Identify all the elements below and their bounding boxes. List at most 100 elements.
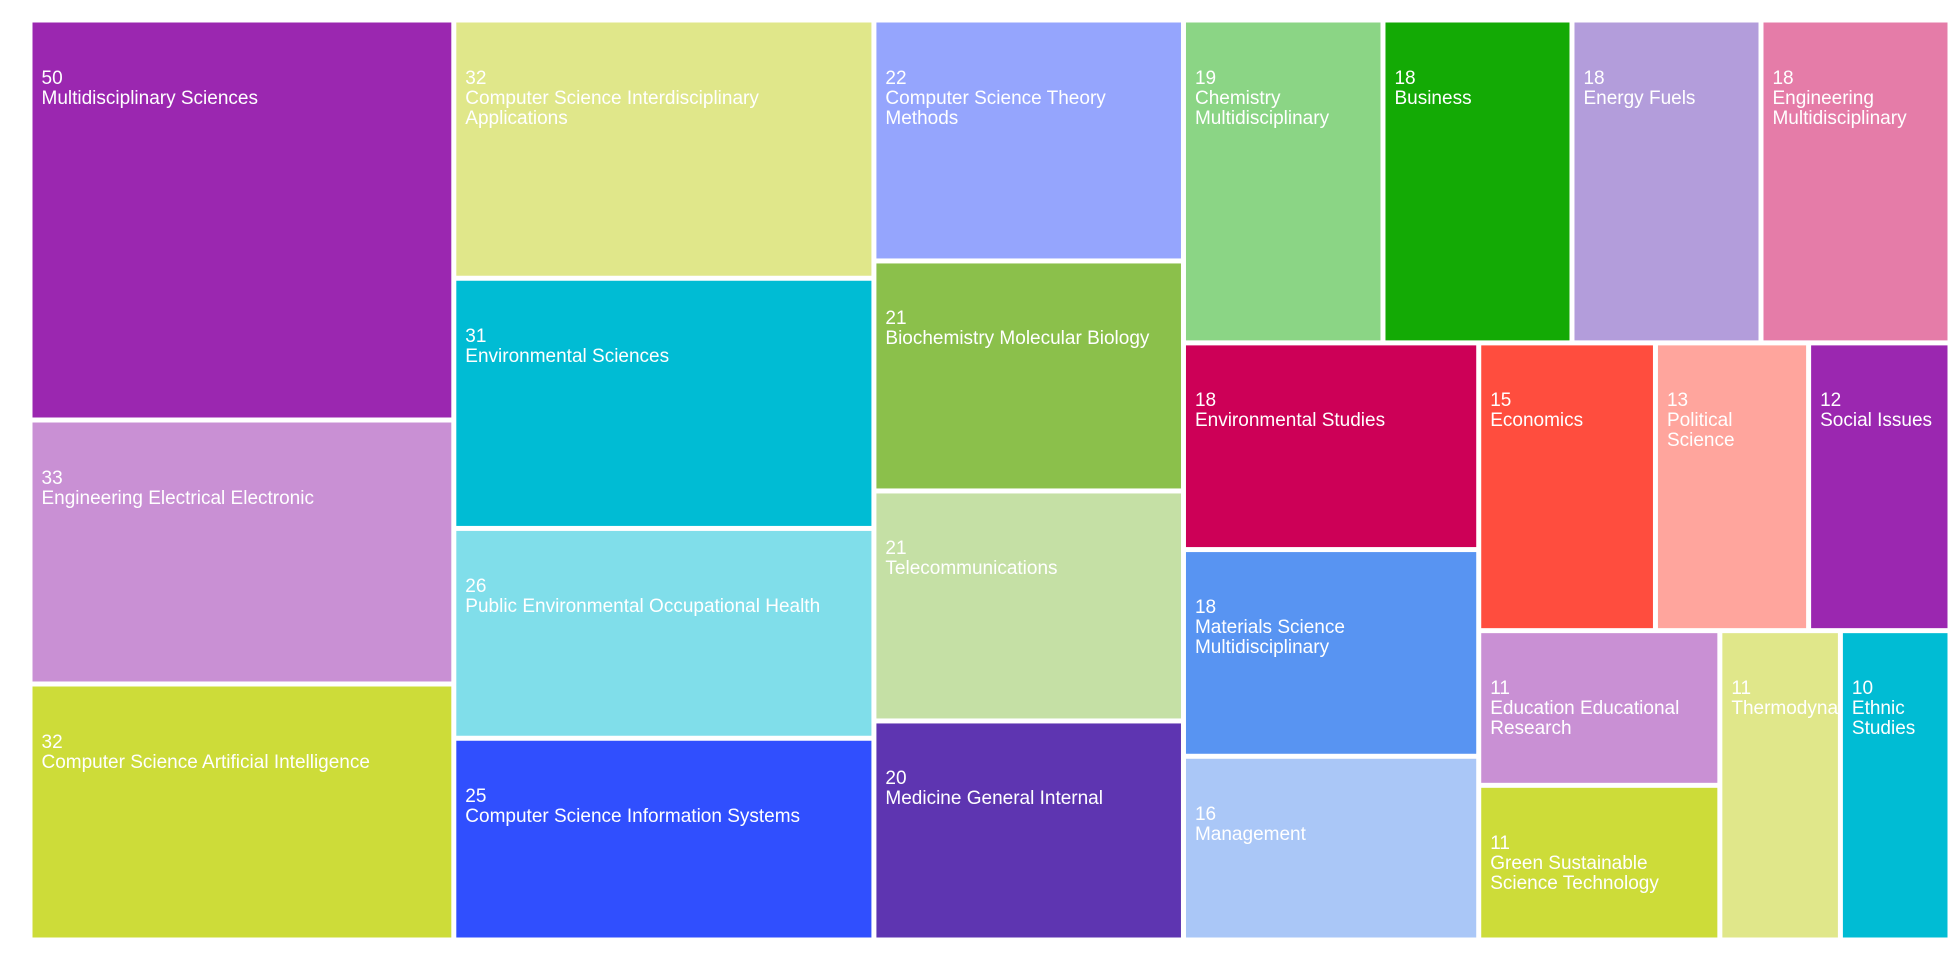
tile-value: 16	[1194, 803, 1217, 825]
tile-value: 21	[885, 308, 907, 330]
tile-value: 18	[1194, 390, 1217, 412]
tile-label-box: 25 Computer Science Information Systems	[456, 741, 871, 938]
tile-name: Thermodynamics	[1731, 698, 1838, 720]
tile-rect	[32, 22, 452, 418]
tile-name: Multidisciplinary Sciences	[41, 87, 258, 109]
tile-name: Environmental Studies	[1194, 410, 1386, 432]
tile-value: 25	[465, 785, 487, 807]
tile-value: 50	[41, 67, 63, 89]
tile-name: Social Issues	[1820, 410, 1933, 432]
tile-label-box: 18 Materials Science Multidisciplinary	[1186, 552, 1476, 754]
tile-name: Energy Fuels	[1583, 87, 1696, 109]
tile-label-box: 32 Computer Science Artificial Intelligen…	[33, 687, 452, 938]
tile-rect	[1481, 633, 1718, 783]
tile-label-box: 11 Education Educational Research	[1481, 633, 1717, 783]
tile-label-box: 32 Computer Science Interdisciplinary App…	[456, 23, 871, 276]
tile-value: 11	[1731, 678, 1752, 700]
tile-rect	[1185, 22, 1381, 341]
tile-name: Materials Science Multidisciplinary	[1194, 617, 1345, 659]
tile-label-box: 18 Energy Fuels	[1574, 23, 1758, 341]
tile-name: Economics	[1490, 410, 1584, 432]
tile-value: 32	[41, 731, 63, 753]
tile-value: 18	[1772, 67, 1794, 89]
tile-rect	[456, 530, 872, 736]
tile-name: Engineering Multidisciplinary	[1772, 87, 1907, 129]
tile-name: Business	[1394, 87, 1472, 109]
tile-name: Telecommunications	[885, 558, 1058, 580]
tile-label-box: 21 Biochemistry Molecular Biology	[876, 263, 1181, 488]
tile-rect	[32, 422, 452, 682]
tile-value: 22	[885, 67, 907, 89]
tile-value: 12	[1820, 390, 1842, 412]
tile-label-box: 33 Engineering Electrical Electronic	[33, 423, 452, 682]
tile-name: Education Educational Research	[1490, 698, 1680, 740]
tile-name: Political Science	[1666, 410, 1735, 452]
tile-rect	[456, 280, 872, 526]
tile-value: 20	[885, 768, 907, 790]
tile-value: 32	[465, 67, 487, 89]
tile-rect	[1185, 552, 1477, 754]
tile-value: 18	[1583, 67, 1605, 89]
tile-rect	[1763, 22, 1948, 341]
tile-value: 18	[1194, 597, 1217, 619]
tile-label-box: 15 Economics	[1481, 345, 1653, 628]
tile-name: Environmental Sciences	[465, 345, 670, 367]
tile-value: 13	[1666, 390, 1689, 412]
tile-label-box: 11 Green Sustainable Science Technology	[1481, 788, 1717, 938]
tile-label-box: 11Thermodynamics	[1722, 633, 1838, 937]
tile-rect	[456, 740, 872, 938]
tile-rect	[1657, 345, 1807, 629]
tile-rect	[1481, 345, 1653, 629]
tile-value: 31	[465, 325, 487, 347]
tile-value: 19	[1194, 67, 1217, 89]
tile-rect	[1385, 22, 1570, 341]
tile-rect	[1574, 22, 1759, 341]
tile-label-box: 19 Chemistry Multidisciplinary	[1186, 23, 1381, 341]
tile-name: Computer Science Interdisciplinary Appli…	[465, 87, 759, 129]
tile-label-box: 18 Business	[1385, 23, 1569, 341]
tile-rect	[1185, 345, 1477, 548]
tile-rect	[876, 723, 1181, 938]
tile-label-box: 10 Ethnic Studies	[1843, 633, 1948, 937]
tile-value: 15	[1490, 390, 1512, 412]
tile-name: Medicine General Internal	[885, 788, 1103, 810]
tile-label-box: 13 Political Science	[1658, 345, 1806, 628]
tile-value: 21	[885, 538, 907, 560]
tile-value: 18	[1394, 67, 1416, 89]
tile-value: 26	[465, 575, 487, 597]
tile-name: Engineering Electrical Electronic	[41, 487, 314, 509]
